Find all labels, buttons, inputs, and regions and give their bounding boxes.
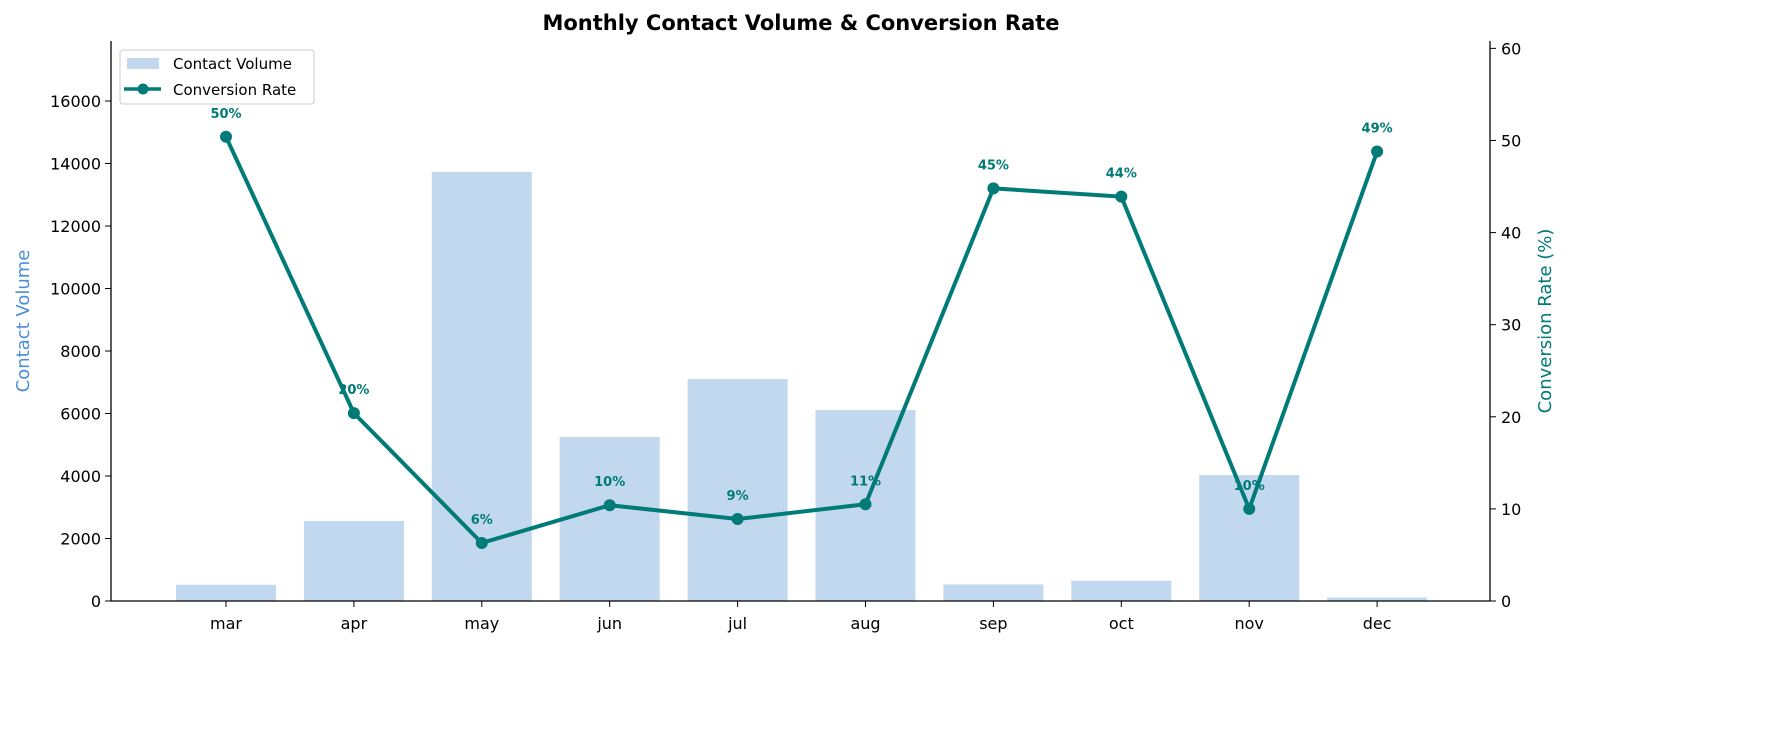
left-tick-label: 12000 (50, 217, 101, 236)
bar-nov (1199, 475, 1300, 601)
rate-point-jul (731, 513, 744, 526)
rate-data-label: 10% (594, 475, 625, 490)
bar-dec (1327, 597, 1428, 601)
x-tick-label: nov (1234, 614, 1263, 633)
legend-box (119, 49, 315, 105)
rate-data-label: 20% (338, 383, 369, 398)
rate-point-dec (1371, 145, 1384, 158)
x-tick-label: apr (341, 614, 368, 633)
rate-data-label: 9% (727, 489, 749, 504)
left-tick-label: 14000 (50, 155, 101, 174)
bar-apr (303, 521, 404, 601)
right-tick-label: 20 (1501, 408, 1521, 427)
left-tick-label: 2000 (60, 530, 101, 549)
legend-label-volume: Contact Volume (173, 55, 292, 73)
left-tick-label: 0 (91, 592, 101, 611)
bar-jul (687, 379, 788, 601)
bar-jun (559, 436, 660, 601)
bar-may (431, 171, 532, 601)
bar-mar (176, 584, 276, 601)
rate-point-oct (1115, 190, 1128, 203)
bar-sep (943, 584, 1044, 601)
left-tick-label: 6000 (60, 405, 101, 424)
x-tick-label: jun (596, 614, 622, 633)
left-axis-label: Contact Volume (13, 250, 34, 393)
x-tick-label: dec (1363, 614, 1392, 633)
x-tick-label: aug (850, 614, 880, 633)
right-tick-label: 50 (1501, 131, 1521, 150)
right-tick-label: 0 (1501, 592, 1511, 611)
rate-point-aug (859, 498, 872, 511)
right-tick-label: 60 (1501, 39, 1521, 58)
left-tick-label: 8000 (60, 342, 101, 361)
legend-line-marker (137, 83, 149, 95)
rate-data-label: 45% (978, 158, 1009, 173)
rate-data-label: 49% (1362, 122, 1393, 137)
x-tick-label: oct (1109, 614, 1134, 633)
left-tick-label: 16000 (50, 92, 101, 111)
right-axis-label: Conversion Rate (%) (1535, 229, 1556, 414)
legend: Contact Volume Conversion Rate (119, 49, 315, 105)
right-tick-label: 30 (1501, 316, 1521, 335)
x-tick-label: may (464, 614, 499, 633)
legend-label-rate: Conversion Rate (173, 81, 296, 99)
rate-point-may (475, 536, 488, 549)
right-tick-label: 10 (1501, 500, 1521, 519)
rate-data-label: 10% (1234, 479, 1265, 494)
conversion-rate-line (224, 135, 1379, 545)
bar-oct (1071, 580, 1172, 601)
left-tick-label: 10000 (50, 280, 101, 299)
rate-data-label: 11% (850, 474, 881, 489)
legend-bar-swatch (127, 58, 159, 69)
chart-title: Monthly Contact Volume & Conversion Rate (542, 11, 1059, 35)
right-tick-label: 40 (1501, 224, 1521, 243)
rate-data-label: 6% (471, 513, 493, 528)
x-tick-label: mar (210, 614, 242, 633)
left-tick-label: 4000 (60, 467, 101, 486)
x-tick-label: jul (727, 614, 747, 633)
rate-data-label: 50% (210, 107, 241, 122)
rate-point-jun (603, 499, 616, 512)
rate-data-label: 44% (1106, 167, 1137, 182)
rate-point-apr (347, 407, 360, 420)
rate-point-sep (987, 182, 1000, 195)
x-tick-label: sep (979, 614, 1007, 633)
rate-point-mar (220, 130, 232, 143)
rate-point-nov (1243, 502, 1256, 515)
